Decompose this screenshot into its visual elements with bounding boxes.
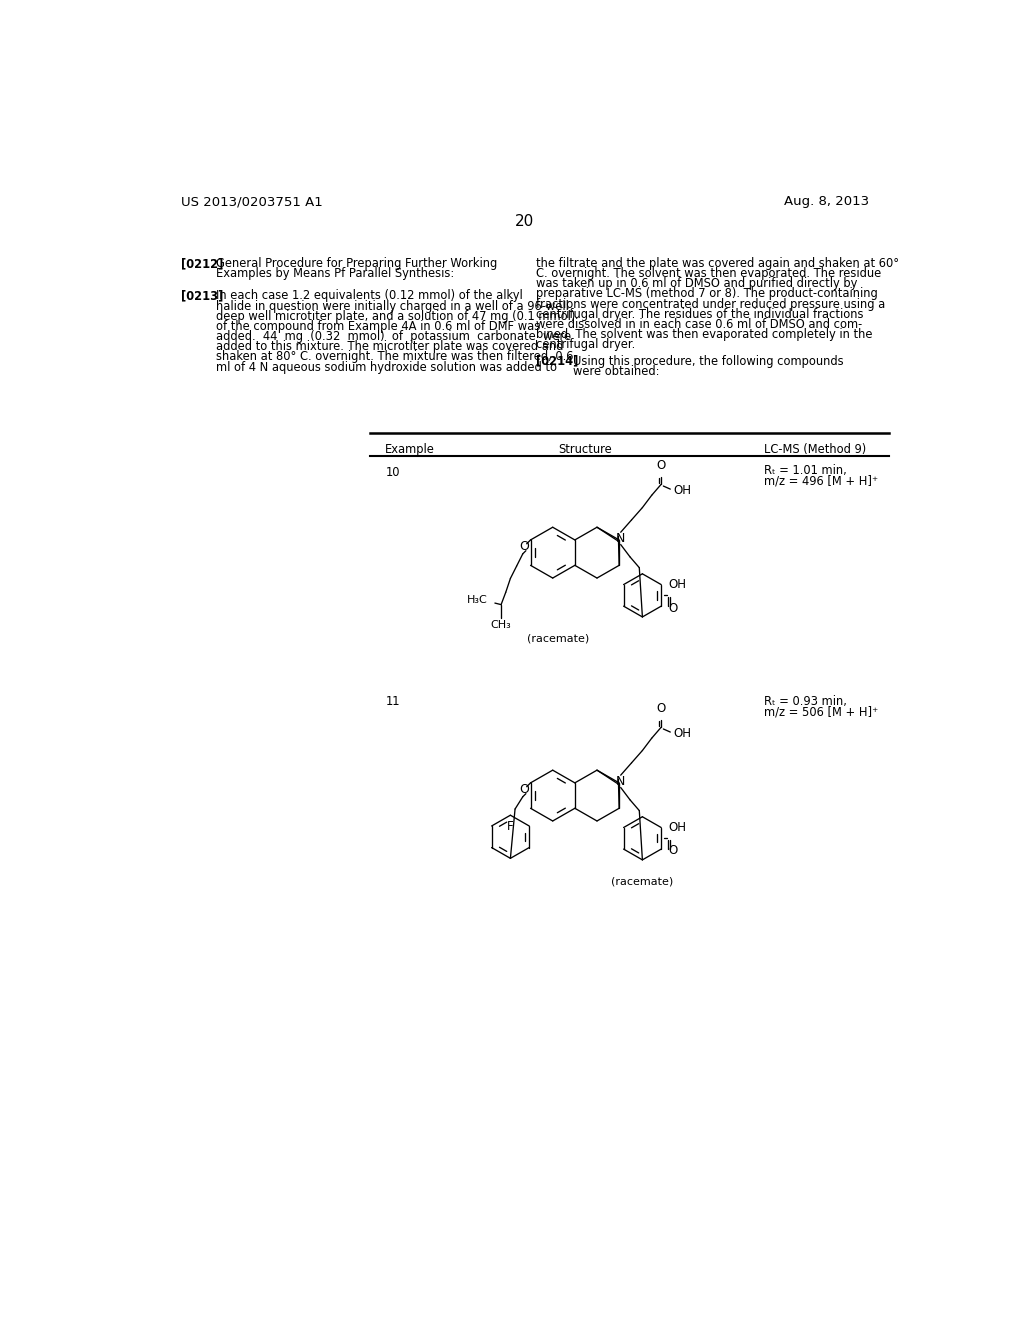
Text: CH₃: CH₃ [490, 620, 511, 630]
Text: O: O [656, 702, 666, 715]
Text: [0213]: [0213] [180, 289, 223, 302]
Text: ml of 4 N aqueous sodium hydroxide solution was added to: ml of 4 N aqueous sodium hydroxide solut… [216, 360, 557, 374]
Text: General Procedure for Preparing Further Working: General Procedure for Preparing Further … [216, 257, 497, 271]
Text: m/z = 506 [M + H]⁺: m/z = 506 [M + H]⁺ [764, 706, 878, 718]
Text: shaken at 80° C. overnight. The mixture was then filtered, 0.6: shaken at 80° C. overnight. The mixture … [216, 351, 573, 363]
Text: LC-MS (Method 9): LC-MS (Method 9) [764, 444, 865, 457]
Text: fractions were concentrated under reduced pressure using a: fractions were concentrated under reduce… [536, 297, 885, 310]
Text: O: O [519, 783, 529, 796]
Text: F: F [507, 820, 514, 833]
Text: Example: Example [385, 444, 435, 457]
Text: Rₜ = 1.01 min,: Rₜ = 1.01 min, [764, 465, 846, 477]
Text: Using this procedure, the following compounds: Using this procedure, the following comp… [572, 355, 844, 367]
Text: was taken up in 0.6 ml of DMSO and purified directly by: was taken up in 0.6 ml of DMSO and purif… [536, 277, 857, 290]
Text: deep well microtiter plate, and a solution of 47 mg (0.1 mmol): deep well microtiter plate, and a soluti… [216, 310, 574, 323]
Text: were dissolved in in each case 0.6 ml of DMSO and com-: were dissolved in in each case 0.6 ml of… [536, 318, 862, 331]
Text: In each case 1.2 equivalents (0.12 mmol) of the alkyl: In each case 1.2 equivalents (0.12 mmol)… [216, 289, 522, 302]
Text: added.  44  mg  (0.32  mmol)  of  potassium  carbonate  were: added. 44 mg (0.32 mmol) of potassium ca… [216, 330, 570, 343]
Text: halide in question were initially charged in a well of a 96-well: halide in question were initially charge… [216, 300, 568, 313]
Text: OH: OH [669, 821, 687, 834]
Text: O: O [656, 459, 666, 473]
Text: 10: 10 [385, 466, 399, 479]
Text: centrifugal dryer.: centrifugal dryer. [536, 338, 635, 351]
Text: the filtrate and the plate was covered again and shaken at 60°: the filtrate and the plate was covered a… [536, 257, 899, 271]
Text: OH: OH [674, 484, 691, 498]
Text: H₃C: H₃C [466, 595, 487, 605]
Text: preparative LC-MS (method 7 or 8). The product-containing: preparative LC-MS (method 7 or 8). The p… [536, 288, 878, 301]
Text: OH: OH [669, 578, 687, 591]
Text: O: O [669, 845, 678, 858]
Text: [0214]: [0214] [536, 355, 578, 367]
Text: (racemate): (racemate) [611, 876, 674, 887]
Text: centrifugal dryer. The residues of the individual fractions: centrifugal dryer. The residues of the i… [536, 308, 863, 321]
Text: O: O [669, 602, 678, 615]
Text: C. overnight. The solvent was then evaporated. The residue: C. overnight. The solvent was then evapo… [536, 267, 881, 280]
Text: bined. The solvent was then evaporated completely in the: bined. The solvent was then evaporated c… [536, 329, 872, 341]
Text: added to this mixture. The microtiter plate was covered and: added to this mixture. The microtiter pl… [216, 341, 563, 354]
Text: 11: 11 [385, 696, 399, 709]
Text: Structure: Structure [558, 444, 612, 457]
Text: N: N [616, 775, 626, 788]
Text: Examples by Means Pf Parallel Synthesis:: Examples by Means Pf Parallel Synthesis: [216, 267, 454, 280]
Text: of the compound from Example 4A in 0.6 ml of DMF was: of the compound from Example 4A in 0.6 m… [216, 319, 540, 333]
Text: O: O [519, 540, 529, 553]
Text: N: N [616, 532, 626, 545]
Text: US 2013/0203751 A1: US 2013/0203751 A1 [180, 195, 323, 209]
Text: were obtained:: were obtained: [572, 364, 659, 378]
Text: 20: 20 [515, 214, 535, 228]
Text: Rₜ = 0.93 min,: Rₜ = 0.93 min, [764, 696, 847, 709]
Text: (racemate): (racemate) [527, 634, 589, 644]
Text: [0212]: [0212] [180, 257, 223, 271]
Text: m/z = 496 [M + H]⁺: m/z = 496 [M + H]⁺ [764, 474, 878, 487]
Text: Aug. 8, 2013: Aug. 8, 2013 [783, 195, 869, 209]
Text: OH: OH [674, 727, 691, 741]
